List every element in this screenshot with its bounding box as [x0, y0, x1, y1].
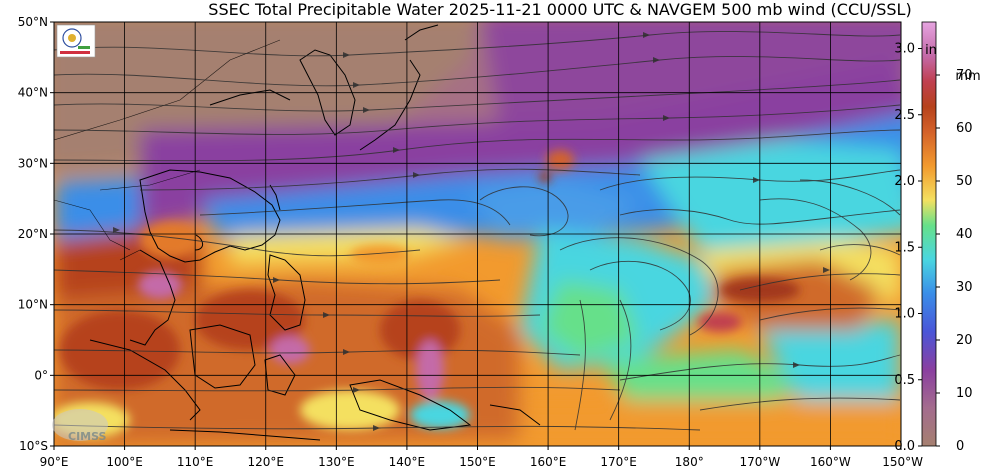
lon-label: 100°E [106, 455, 143, 469]
colorbar-in-tick: 1.5 [894, 240, 915, 255]
lon-label: 120°E [248, 455, 285, 469]
lat-label: 20°N [18, 227, 48, 241]
colorbar-mm-tick: 20 [956, 333, 973, 348]
lon-label: 130°E [318, 455, 355, 469]
lon-label: 150°W [882, 455, 923, 469]
lon-label: 170°W [739, 455, 780, 469]
lat-lon-grid [54, 22, 901, 446]
map-title: SSEC Total Precipitable Water 2025-11-21… [208, 0, 912, 19]
precipitable-water-field [54, 22, 901, 446]
colorbar-mm-tick: 50 [956, 174, 973, 189]
lat-label: 40°N [18, 86, 48, 100]
latitude-labels: 50°N 40°N 30°N 20°N 10°N 0° 10°S [18, 15, 48, 453]
colorbar-in-tick: 2.5 [894, 108, 915, 123]
colorbar-mm-unit: mm [955, 69, 980, 84]
lon-label: 180° [675, 455, 704, 469]
cimss-logo-text: CIMSS [68, 430, 107, 443]
colorbar-in-tick: 0.5 [894, 373, 915, 388]
colorbar-mm-tick: 30 [956, 280, 973, 295]
lat-label: 10°S [19, 439, 48, 453]
lon-label: 170°E [600, 455, 637, 469]
lon-label: 110°E [177, 455, 214, 469]
lon-label: 160°W [810, 455, 851, 469]
colorbar: in mm 3.0 2.5 2.0 1.5 1.0 0.5 0.0 70 60 50 40 30 20… [894, 21, 981, 454]
colorbar-in-tick: 0.0 [894, 439, 915, 454]
colorbar-in-tick: 3.0 [894, 42, 915, 57]
colorbar-mm-tick: 70 [956, 68, 973, 83]
longitude-labels: 90°E 100°E 110°E 120°E 130°E 140°E 150°E 160°E 1… [40, 455, 924, 469]
colorbar-mm-tick: 40 [956, 227, 973, 242]
ssec-logo [56, 24, 96, 58]
colorbar-mm-tick: 0 [956, 439, 964, 454]
lon-label: 160°E [530, 455, 567, 469]
lat-label: 50°N [18, 15, 48, 29]
colorbar-in-tick: 1.0 [894, 307, 915, 322]
lat-label: 10°N [18, 298, 48, 312]
lon-label: 90°E [40, 455, 69, 469]
colorbar-in-tick: 2.0 [894, 174, 915, 189]
cimss-logo: CIMSS [52, 409, 108, 443]
lat-label: 30°N [18, 156, 48, 170]
lat-label: 0° [34, 368, 48, 382]
lon-label: 150°E [459, 455, 496, 469]
colorbar-mm-tick: 60 [956, 121, 973, 136]
colorbar-in-unit: in [925, 43, 937, 58]
colorbar-mm-tick: 10 [956, 386, 973, 401]
lon-label: 140°E [389, 455, 426, 469]
